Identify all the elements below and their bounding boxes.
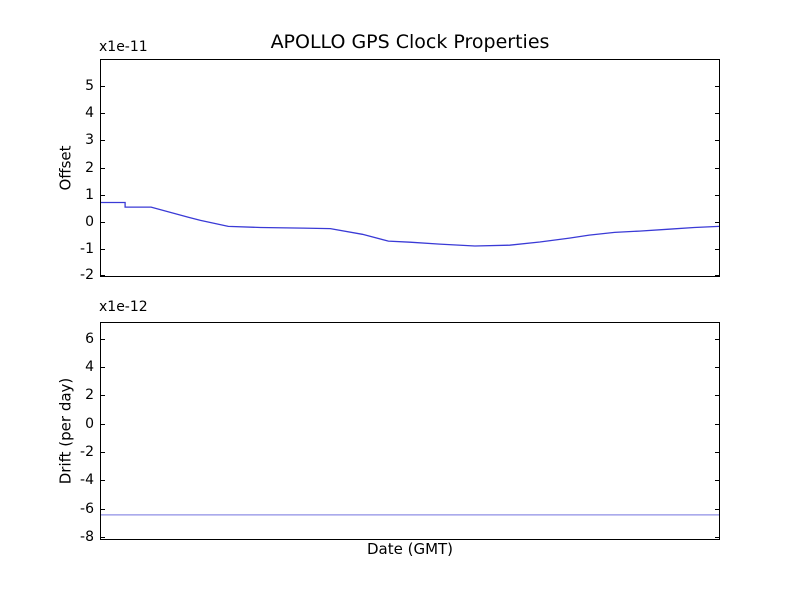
y-tick-label: 0 [85, 214, 94, 230]
y-tick-mark [715, 222, 719, 223]
y-tick-mark [101, 249, 105, 250]
y-tick-mark [101, 195, 105, 196]
y-tick-mark [101, 275, 105, 276]
drift-y-axis-label-text: Drift (per day) [56, 377, 75, 485]
y-tick-mark [101, 480, 105, 481]
offset-y-axis-label-text: Offset [56, 145, 75, 191]
y-tick-label: -4 [80, 472, 94, 488]
y-tick-mark [101, 339, 105, 340]
y-tick-mark [715, 249, 719, 250]
y-tick-label: -1 [80, 241, 94, 257]
y-tick-mark [101, 424, 105, 425]
offset-plot-area: 5 4 3 2 1 0 -1 -2 [80, 59, 720, 283]
y-tick-label: 5 [85, 78, 94, 94]
y-tick-mark [715, 480, 719, 481]
x-axis-label: Date (GMT) [366, 540, 454, 558]
y-tick-mark [715, 452, 719, 453]
offset-line-chart [101, 201, 720, 247]
y-tick-mark [715, 537, 719, 538]
y-tick-mark [101, 222, 105, 223]
y-tick-mark [101, 140, 105, 141]
y-tick-mark [715, 395, 719, 396]
y-tick-mark [101, 537, 105, 538]
y-tick-label: -8 [80, 529, 94, 545]
y-tick-mark [715, 367, 719, 368]
drift-plot-area: 6 4 2 0 -2 -4 -6 -8 [80, 322, 720, 545]
clock-offset-line [101, 201, 720, 247]
y-tick-label: 6 [85, 331, 94, 347]
offset-scale-label: x1e-11 [99, 39, 148, 55]
y-tick-mark [101, 395, 105, 396]
y-tick-mark [101, 509, 105, 510]
y-tick-label: 2 [85, 160, 94, 176]
y-tick-label: 4 [85, 359, 94, 375]
y-tick-mark [715, 509, 719, 510]
y-tick-label: 3 [85, 132, 94, 148]
y-tick-mark [101, 168, 105, 169]
y-tick-mark [715, 86, 719, 87]
y-tick-label: -2 [80, 267, 94, 283]
y-tick-label: -6 [80, 501, 94, 517]
y-tick-mark [715, 168, 719, 169]
y-tick-mark [715, 275, 719, 276]
y-tick-mark [715, 140, 719, 141]
y-tick-mark [101, 86, 105, 87]
y-tick-mark [101, 113, 105, 114]
y-tick-mark [101, 452, 105, 453]
y-tick-mark [715, 424, 719, 425]
y-tick-mark [715, 195, 719, 196]
y-tick-mark [715, 339, 719, 340]
y-tick-mark [101, 367, 105, 368]
drift-line-chart [101, 514, 719, 516]
y-tick-mark [715, 113, 719, 114]
y-tick-label: 1 [85, 187, 94, 203]
y-tick-label: 0 [85, 416, 94, 432]
y-tick-label: 4 [85, 105, 94, 121]
y-tick-label: -2 [80, 444, 94, 460]
chart-title: APOLLO GPS Clock Properties [270, 31, 550, 53]
y-tick-label: 2 [85, 387, 94, 403]
drift-scale-label: x1e-12 [99, 299, 148, 315]
